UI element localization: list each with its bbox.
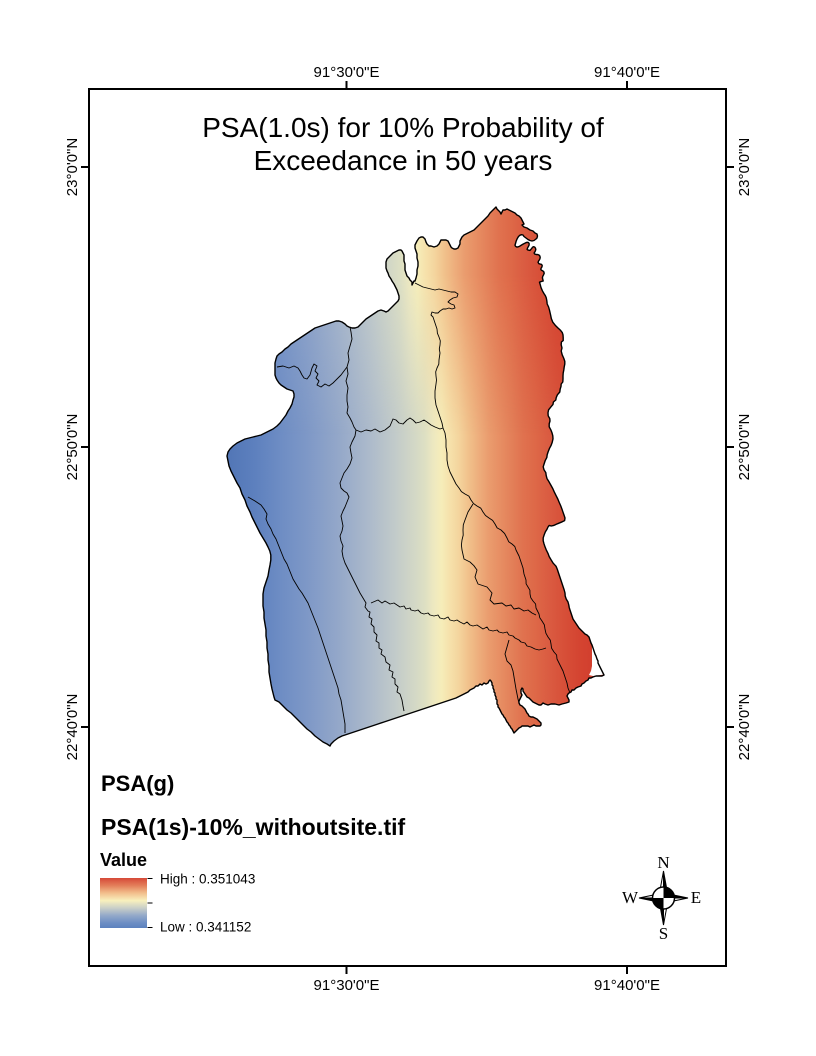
svg-text:22°50'0"N: 22°50'0"N [736,414,753,481]
svg-text:91°40'0"E: 91°40'0"E [594,64,660,81]
svg-text:22°40'0"N: 22°40'0"N [736,694,753,761]
svg-text:22°40'0"N: 22°40'0"N [64,694,81,761]
svg-text:91°30'0"E: 91°30'0"E [314,977,380,994]
svg-text:Low : 0.341152: Low : 0.341152 [160,920,251,935]
svg-text:PSA(1s)-10%_withoutsite.tif: PSA(1s)-10%_withoutsite.tif [101,814,405,840]
svg-text:Value: Value [100,850,147,870]
svg-text:22°50'0"N: 22°50'0"N [64,414,81,481]
svg-text:High : 0.351043: High : 0.351043 [160,872,255,887]
svg-text:S: S [659,924,668,943]
svg-text:Exceedance in 50 years: Exceedance in 50 years [254,145,553,176]
svg-text:91°30'0"E: 91°30'0"E [314,64,380,81]
svg-text:PSA(1.0s) for 10% Probability: PSA(1.0s) for 10% Probability of [202,112,604,143]
svg-text:PSA(g): PSA(g) [101,771,174,796]
svg-text:23°0'0"N: 23°0'0"N [736,138,753,196]
svg-text:E: E [691,888,701,907]
svg-text:N: N [657,853,669,872]
svg-text:91°40'0"E: 91°40'0"E [594,977,660,994]
svg-text:W: W [622,888,639,907]
svg-text:23°0'0"N: 23°0'0"N [64,138,81,196]
